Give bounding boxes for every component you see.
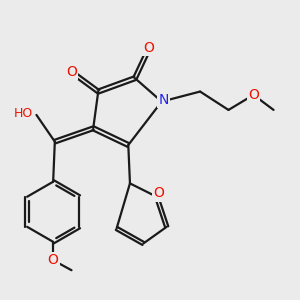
Text: O: O [66, 64, 77, 79]
Text: O: O [248, 88, 259, 102]
Text: O: O [143, 41, 154, 55]
Text: HO: HO [14, 107, 33, 120]
Text: O: O [48, 253, 58, 267]
Text: N: N [158, 93, 169, 107]
Text: O: O [153, 186, 164, 200]
